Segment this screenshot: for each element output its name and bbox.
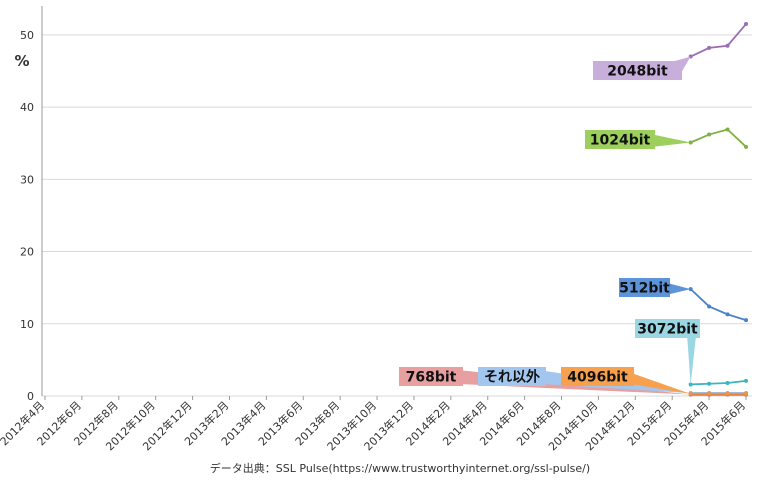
- y-tick-label: 40: [20, 101, 34, 114]
- point: [725, 43, 730, 48]
- legend-label: 512bit: [619, 281, 670, 297]
- source-note: データ出典：SSL Pulse(https://www.trustworthyi…: [210, 461, 590, 475]
- callout-pointer: [620, 369, 691, 394]
- legend-label: それ以外: [484, 369, 540, 386]
- callout-box: [619, 278, 670, 297]
- callout-box: [635, 319, 700, 338]
- y-tick-label: 30: [20, 173, 34, 186]
- point: [725, 391, 730, 396]
- point: [707, 45, 712, 50]
- callout-box: [478, 367, 546, 386]
- series-line: [690, 379, 747, 386]
- point: [725, 381, 730, 385]
- y-tick-label: 0: [27, 390, 34, 403]
- point: [725, 127, 730, 132]
- legend-label: 1024bit: [590, 133, 651, 149]
- callout-box: [399, 367, 463, 386]
- point: [744, 22, 748, 27]
- series-line: [690, 23, 747, 58]
- callout-box: [561, 367, 634, 386]
- point: [707, 391, 712, 396]
- y-axis-label: %: [14, 52, 29, 70]
- legend-label: 4096bit: [567, 370, 628, 386]
- point: [707, 304, 712, 309]
- point: [707, 132, 712, 137]
- point: [744, 378, 748, 383]
- point: [744, 318, 748, 323]
- series-line: [690, 288, 747, 322]
- y-tick-label: 10: [20, 318, 34, 331]
- point: [744, 144, 748, 149]
- point: [707, 381, 712, 386]
- point: [744, 391, 748, 396]
- point: [725, 312, 730, 317]
- series-line: [690, 128, 747, 148]
- legend-label: 2048bit: [607, 64, 668, 80]
- y-tick-label: 50: [20, 29, 34, 42]
- callout-box: [593, 61, 682, 80]
- y-tick-label: 20: [20, 246, 34, 259]
- callout-box: [585, 130, 655, 149]
- legend-label: 3072bit: [637, 322, 698, 338]
- legend-label: 768bit: [406, 370, 457, 386]
